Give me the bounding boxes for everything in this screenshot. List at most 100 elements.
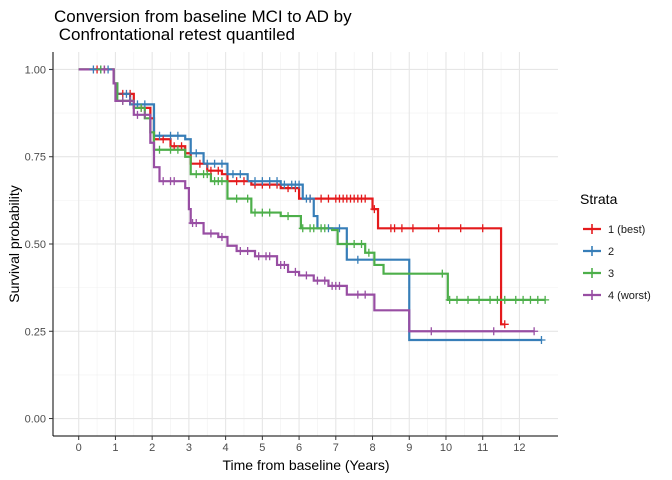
y-tick-label: 0.25 <box>25 326 46 338</box>
y-axis-title: Survival probability <box>6 185 22 303</box>
censor-mark <box>478 224 487 233</box>
censor-mark <box>306 194 315 203</box>
x-tick-label: 10 <box>440 442 452 454</box>
censor-mark <box>217 233 226 242</box>
censor-mark <box>258 208 267 217</box>
censor-mark <box>170 177 179 186</box>
censor-mark <box>533 295 542 304</box>
x-tick-label: 4 <box>223 442 229 454</box>
censor-mark <box>370 205 379 214</box>
censor-mark <box>203 170 212 179</box>
censor-mark <box>251 177 259 186</box>
censor-mark <box>254 252 263 261</box>
censor-mark <box>228 170 237 179</box>
x-tick-label: 12 <box>513 442 525 454</box>
y-tick-label: 1.00 <box>25 64 46 76</box>
censor-mark <box>122 89 131 98</box>
censor-mark <box>500 320 509 329</box>
censor-mark <box>140 100 149 109</box>
censor-mark <box>159 135 168 144</box>
censor-mark <box>317 194 326 203</box>
censor-mark <box>195 159 204 168</box>
censor-mark <box>353 255 362 264</box>
censor-mark <box>236 246 245 255</box>
censor-mark <box>493 295 502 304</box>
y-tick-label: 0.50 <box>25 239 46 251</box>
y-tick-label: 0.75 <box>25 152 46 164</box>
censor-mark <box>173 131 182 140</box>
x-tick-label: 5 <box>259 442 265 454</box>
censor-mark <box>313 276 322 285</box>
censor-mark <box>126 96 135 105</box>
censor-mark <box>408 224 417 233</box>
censor-mark <box>137 103 146 112</box>
censor-mark <box>177 142 186 151</box>
legend-title: Strata <box>580 191 618 207</box>
censor-mark <box>486 295 495 304</box>
censor-mark <box>192 149 201 158</box>
censor-mark <box>265 177 274 186</box>
censor-mark <box>140 110 149 119</box>
x-tick-label: 8 <box>369 442 375 454</box>
censor-mark <box>390 224 399 233</box>
x-axis-title: Time from baseline (Years) <box>222 457 389 473</box>
censor-mark <box>159 177 168 186</box>
censor-mark <box>291 267 300 276</box>
x-tick-label: 7 <box>333 442 339 454</box>
censor-mark <box>320 276 329 285</box>
censor-mark <box>118 96 127 105</box>
censor-mark <box>100 65 109 74</box>
censor-mark <box>206 166 215 175</box>
censor-mark <box>133 110 142 119</box>
censor-mark <box>217 159 226 168</box>
censor-mark <box>236 170 245 179</box>
censor-mark <box>155 145 164 154</box>
legend-label: 3 <box>608 268 614 280</box>
censor-mark <box>361 194 370 203</box>
gridlines <box>53 52 558 436</box>
censor-mark <box>243 246 252 255</box>
censor-mark <box>166 131 175 140</box>
censor-mark <box>335 224 344 233</box>
censor-mark <box>273 177 282 186</box>
censor-mark <box>243 194 252 203</box>
censor-mark <box>361 290 370 299</box>
censor-mark <box>475 295 484 304</box>
censor-mark <box>232 194 241 203</box>
censor-mark <box>203 159 212 168</box>
censor-mark <box>210 159 219 168</box>
x-tick-label: 0 <box>76 442 82 454</box>
censor-mark <box>438 269 447 278</box>
censor-mark <box>284 184 293 193</box>
x-tick-label: 2 <box>149 442 155 454</box>
legend: Strata 1 (best) 2 3 4 (worst) <box>580 191 651 302</box>
censor-mark <box>232 177 241 186</box>
censor-mark <box>342 240 351 248</box>
censor-mark <box>155 131 164 140</box>
x-tick-label: 3 <box>186 442 192 454</box>
censor-mark <box>357 240 366 248</box>
x-tick-label: 11 <box>477 442 488 454</box>
censor-mark <box>434 224 443 233</box>
censor-mark <box>251 208 259 217</box>
censor-mark <box>526 295 535 304</box>
censor-mark <box>541 295 550 304</box>
censor-mark <box>206 229 215 238</box>
censor-mark <box>397 224 406 233</box>
censor-mark <box>265 208 274 217</box>
censor-mark <box>320 224 329 233</box>
censor-mark <box>335 281 344 290</box>
axes <box>49 52 558 440</box>
censor-mark <box>170 142 179 151</box>
censor-mark <box>298 224 307 233</box>
censor-mark <box>519 295 528 304</box>
censor-mark <box>280 260 289 269</box>
censor-mark <box>489 327 498 336</box>
legend-label: 2 <box>608 246 614 258</box>
censor-marks <box>89 65 550 344</box>
legend-label: 4 (worst) <box>608 290 651 302</box>
censor-mark <box>453 295 461 304</box>
censor-mark <box>309 224 318 233</box>
censor-mark <box>511 295 520 304</box>
